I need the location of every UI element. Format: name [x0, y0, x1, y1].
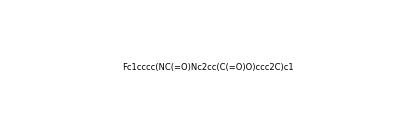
- Text: Fc1cccc(NC(=O)Nc2cc(C(=O)O)ccc2C)c1: Fc1cccc(NC(=O)Nc2cc(C(=O)O)ccc2C)c1: [122, 63, 293, 72]
